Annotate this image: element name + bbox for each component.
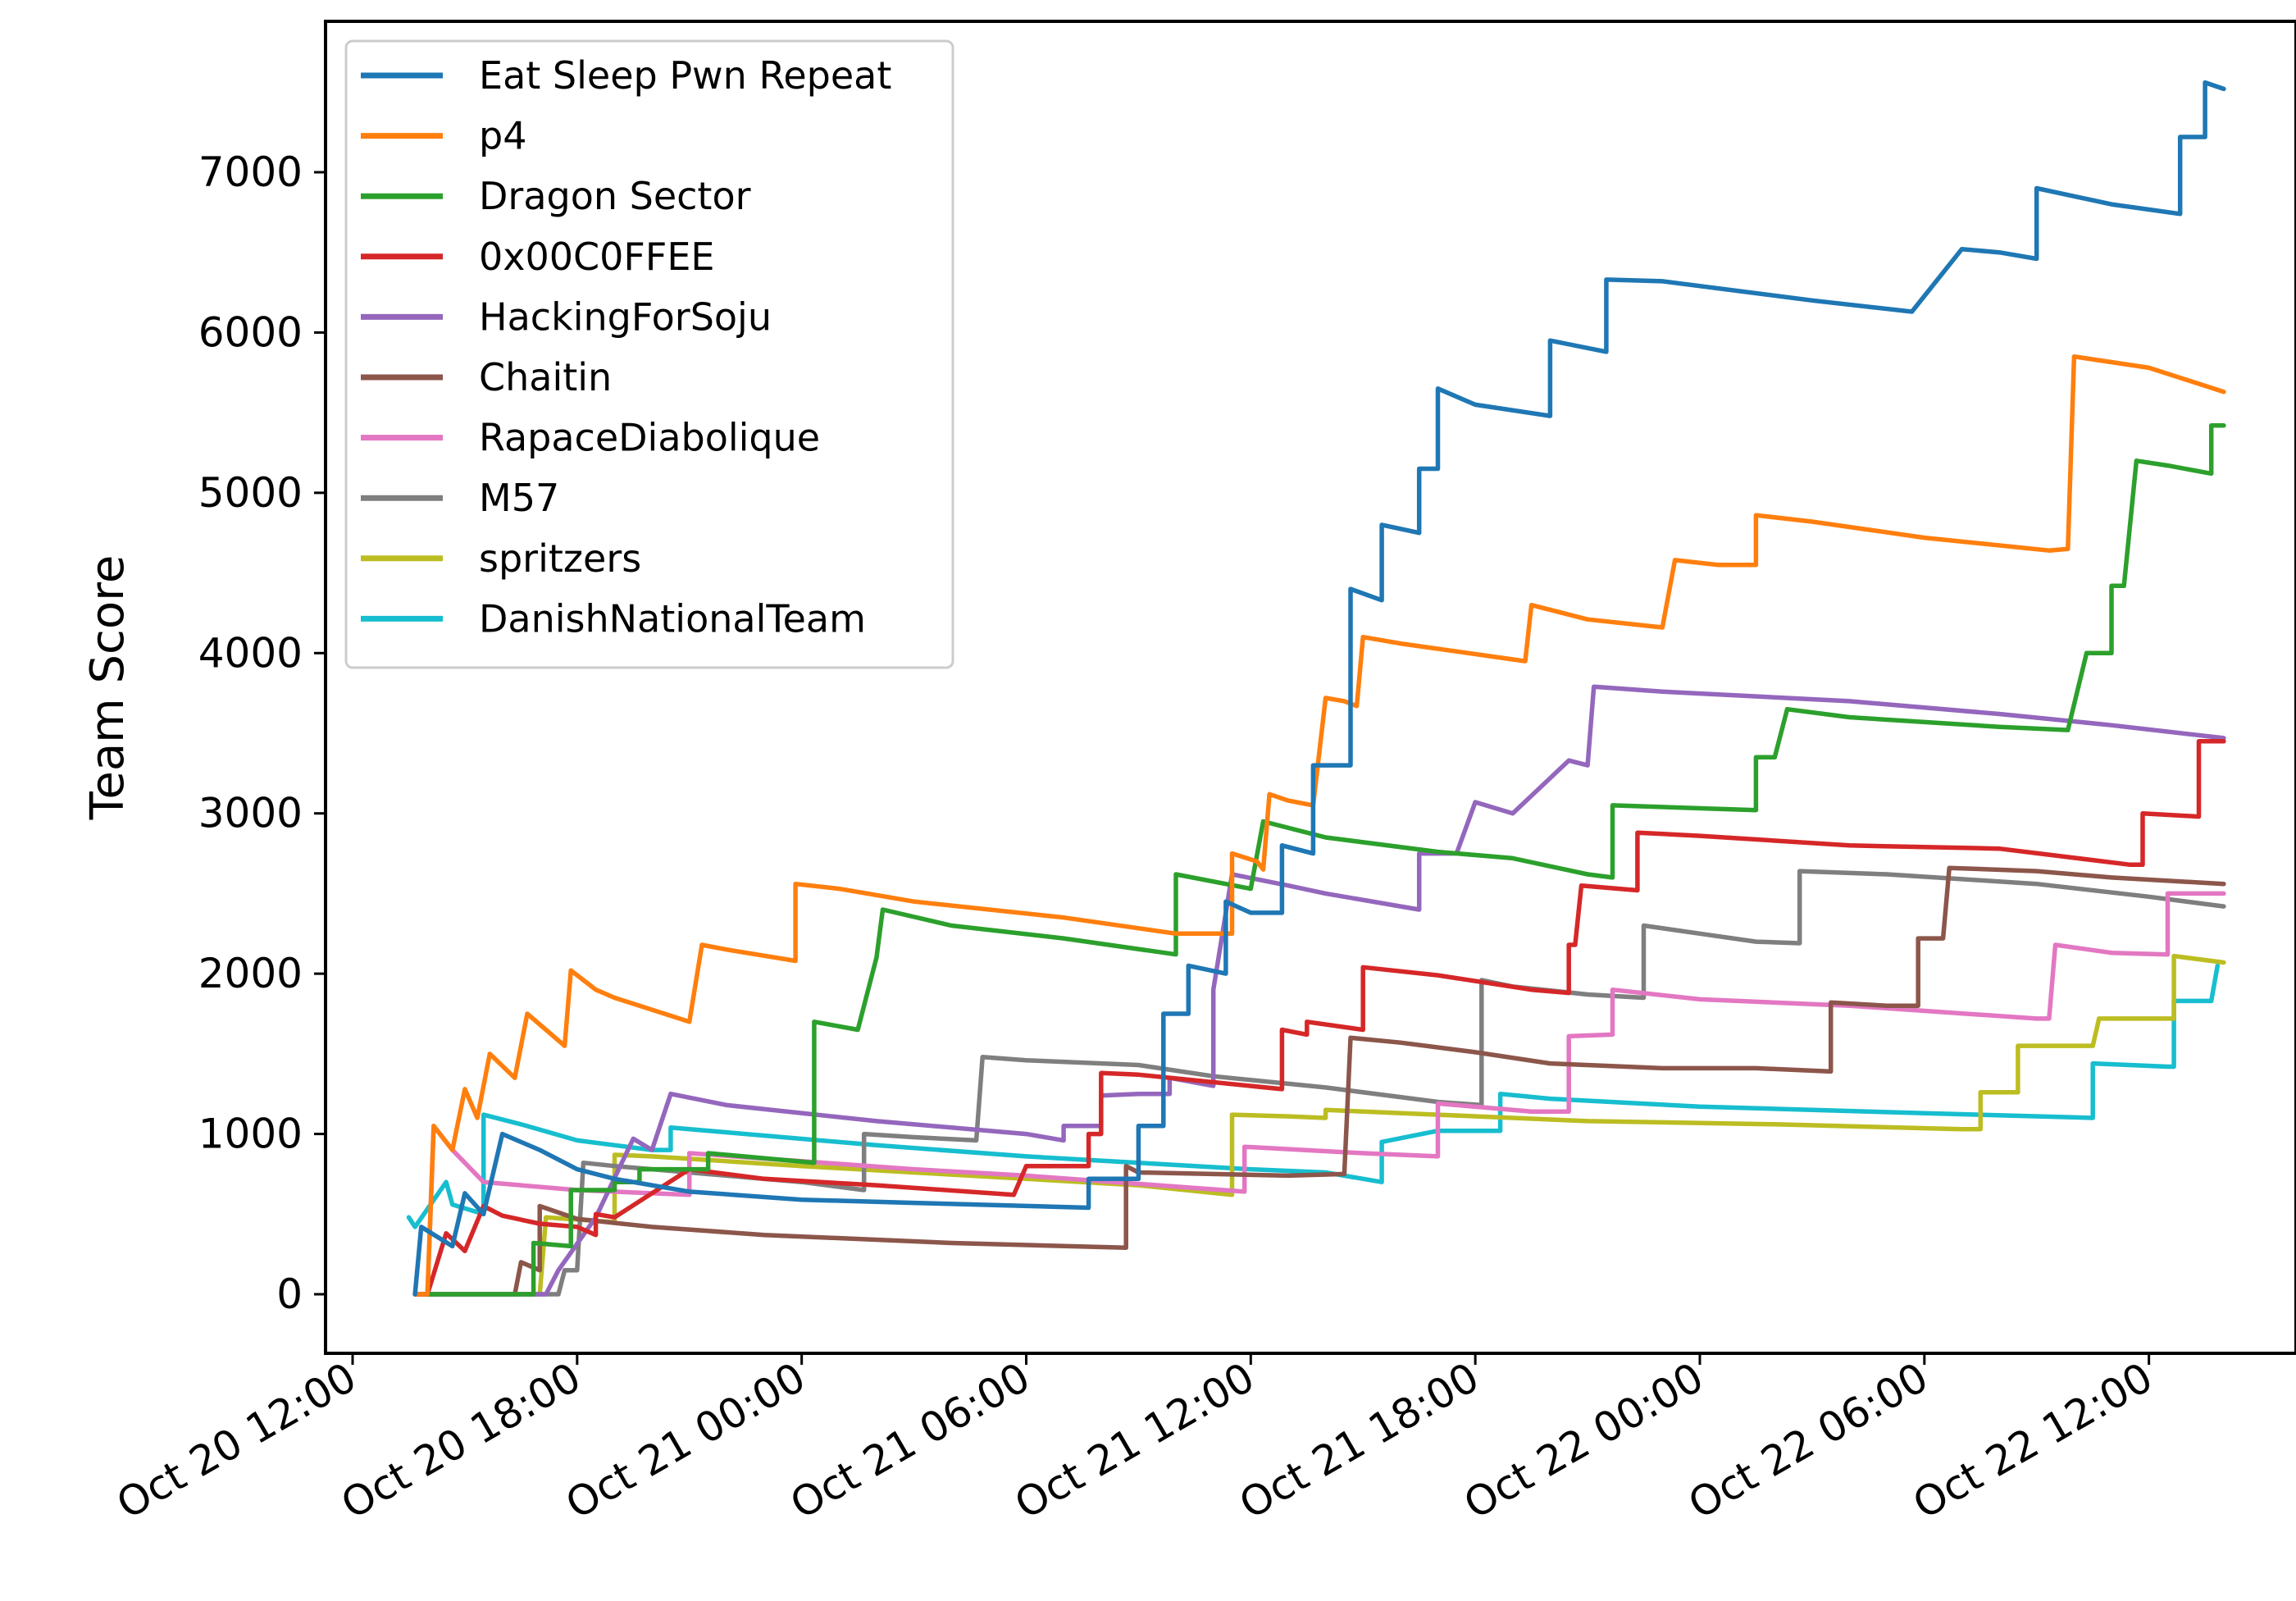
legend-label: M57 <box>479 476 559 520</box>
series-line <box>406 963 2221 1229</box>
legend-label: HackingForSoju <box>479 294 772 339</box>
y-tick-label: 4000 <box>198 629 303 677</box>
series-line <box>425 869 2226 1297</box>
plot-frame <box>324 20 2296 1355</box>
legend-label: Dragon Sector <box>479 174 751 218</box>
y-tick-label: 3000 <box>198 790 303 837</box>
legend-label: DanishNationalTeam <box>479 596 866 641</box>
y-tick-label: 2000 <box>198 950 303 997</box>
y-axis-title: Team Score <box>81 555 134 821</box>
legend-label: Chaitin <box>479 355 612 399</box>
y-tick-label: 6000 <box>198 308 303 356</box>
y-tick-label: 7000 <box>198 148 303 196</box>
y-tick-label: 5000 <box>198 469 303 517</box>
legend-label: p4 <box>479 114 526 158</box>
legend-label: 0x00C0FFEE <box>479 235 714 279</box>
series-line <box>412 891 2226 1297</box>
legend-label: Eat Sleep Pwn Repeat <box>479 53 891 98</box>
legend-box <box>344 39 954 669</box>
y-tick-label: 0 <box>276 1270 303 1318</box>
series-line <box>425 953 2226 1297</box>
series-line <box>425 423 2226 1297</box>
series-line <box>412 353 2226 1297</box>
series-line <box>412 684 2226 1297</box>
y-tick-label: 1000 <box>198 1111 303 1158</box>
y-axis: 0 1000 2000 3000 4000 5000 6000 7000 <box>198 148 326 1318</box>
series-line <box>412 80 2226 1297</box>
series-lines <box>406 80 2226 1297</box>
legend-label: RapaceDiabolique <box>479 416 820 460</box>
legend: Eat Sleep Pwn Repeat p4 Dragon Sector 0x00C… <box>344 39 954 669</box>
legend-label: spritzers <box>479 536 641 581</box>
series-line <box>412 739 2226 1297</box>
